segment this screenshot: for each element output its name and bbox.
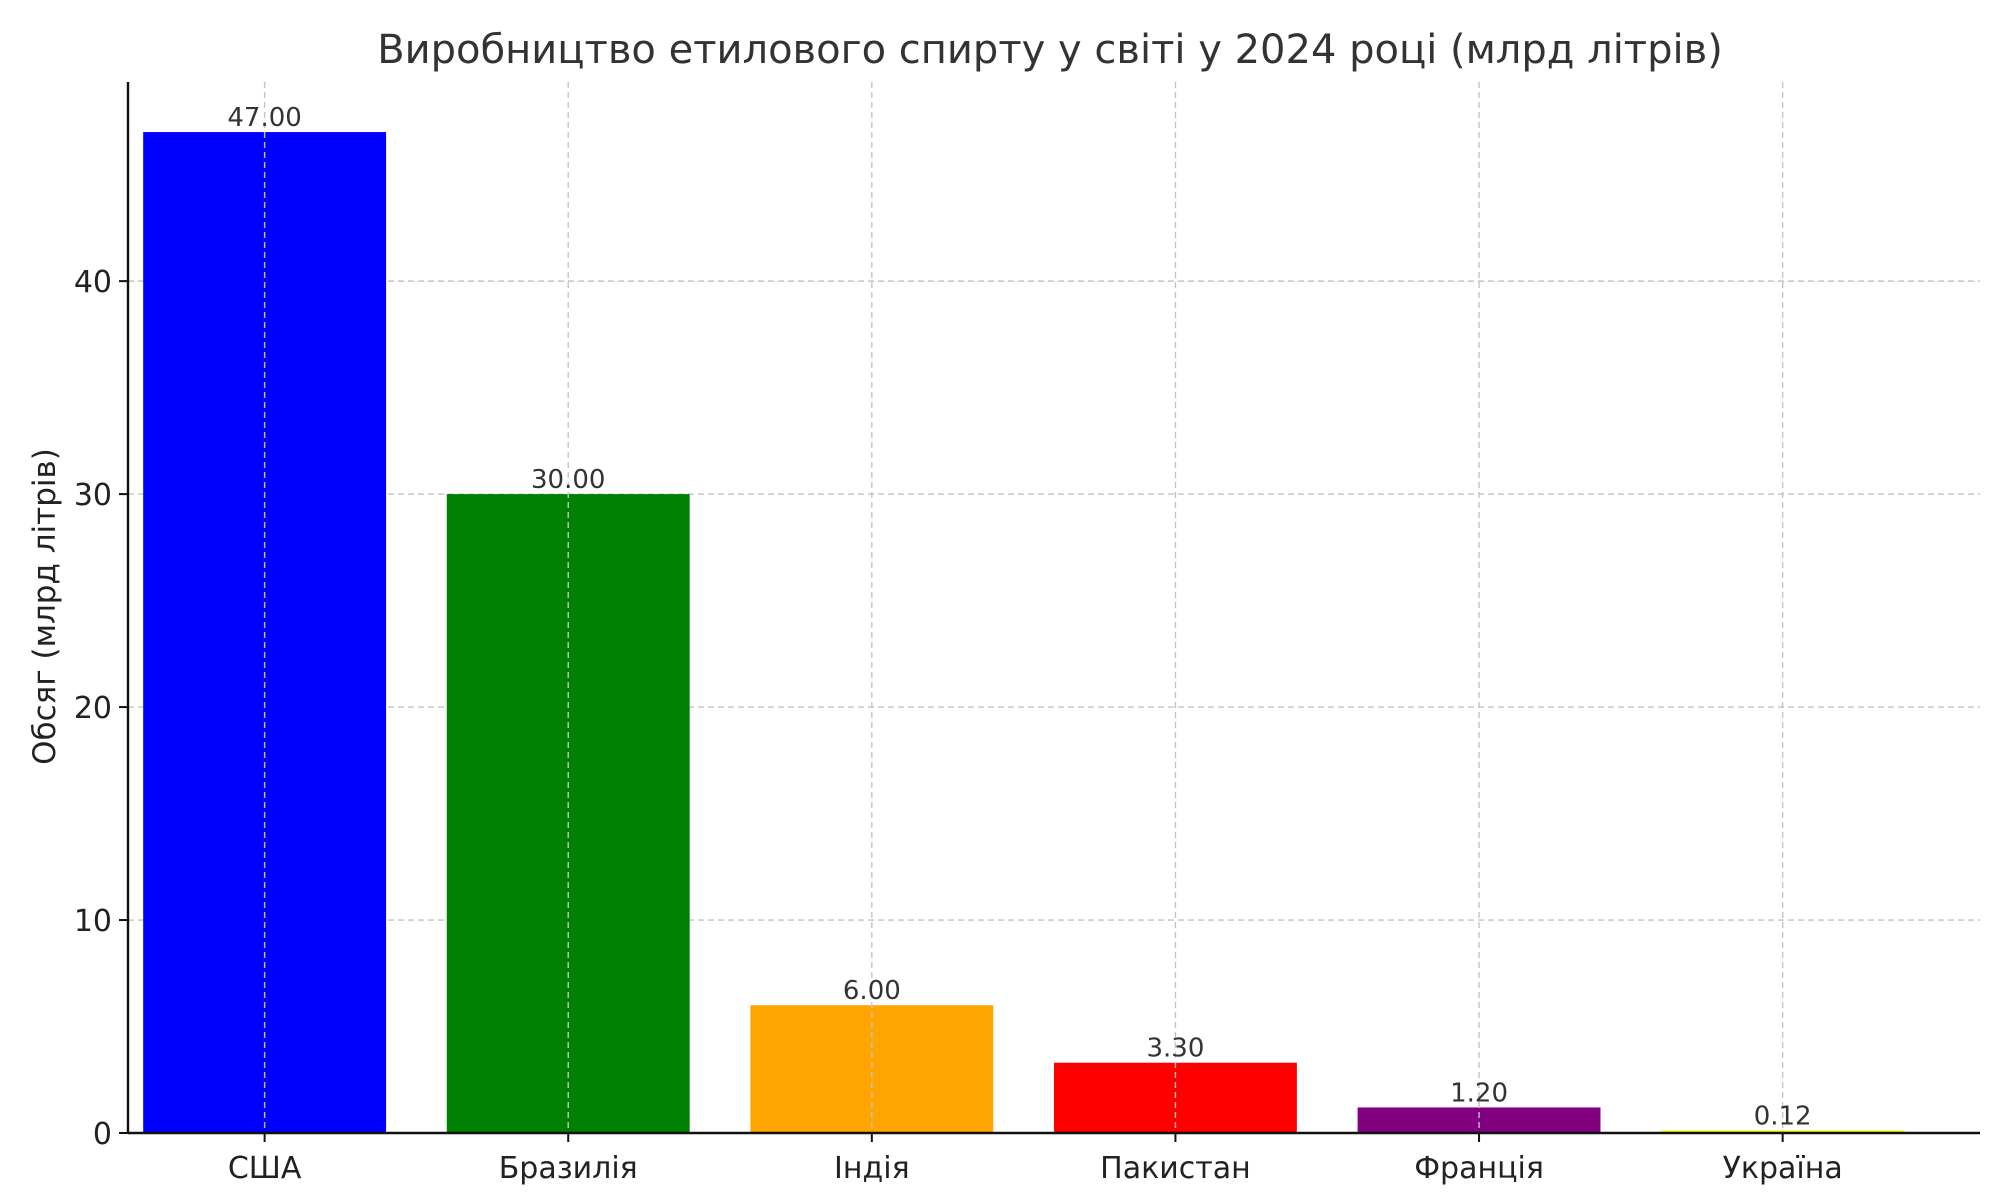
data-label: 1.20 — [1450, 1078, 1508, 1108]
data-label: 6.00 — [843, 976, 901, 1006]
y-tick-label: 30 — [74, 478, 112, 513]
y-axis-ticks: 0 10 20 30 40 — [74, 265, 128, 1152]
chart-title: Виробництво етилового спирту у світі у 2… — [377, 27, 1723, 73]
x-tick-label: Пакистан — [1100, 1151, 1251, 1186]
x-tick-label: Індія — [834, 1151, 910, 1186]
data-label: 3.30 — [1146, 1034, 1204, 1064]
bars — [143, 132, 1905, 1134]
y-tick-label: 20 — [74, 691, 112, 726]
x-tick-label: Бразилія — [499, 1151, 638, 1186]
data-label: 47.00 — [227, 103, 301, 133]
data-labels: 47.00 30.00 6.00 3.30 1.20 0.12 — [227, 103, 1811, 1131]
y-tick-label: 0 — [93, 1117, 112, 1152]
y-axis-label: Обсяг (млрд літрів) — [27, 448, 63, 765]
x-tick-label: Франція — [1414, 1151, 1544, 1186]
grid — [128, 280, 1980, 921]
y-tick-label: 40 — [74, 265, 112, 300]
x-tick-label: США — [228, 1151, 302, 1186]
data-label: 30.00 — [531, 465, 605, 495]
bar — [1661, 1130, 1905, 1133]
bar — [1357, 1107, 1601, 1133]
y-tick-label: 10 — [74, 904, 112, 939]
data-label: 0.12 — [1754, 1101, 1812, 1131]
x-axis-ticks: США Бразилія Індія Пакистан Франція Україна — [228, 1133, 1843, 1186]
x-tick-label: Україна — [1723, 1151, 1843, 1186]
